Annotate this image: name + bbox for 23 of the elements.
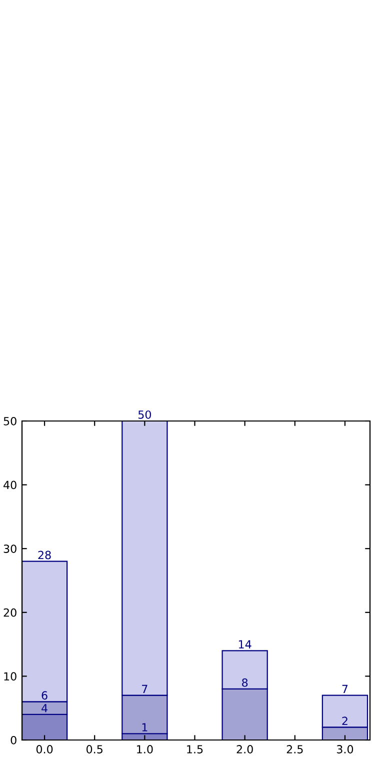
annotation: 50 (138, 410, 152, 419)
y-tick-label: 10 (4, 672, 16, 681)
x-tick-label: 3.0 (336, 745, 354, 754)
annotation: 6 (42, 691, 48, 700)
y-tick-label: 0 (10, 736, 16, 744)
y-tick-label: 30 (4, 544, 16, 553)
annotation: 2 (342, 716, 348, 725)
annotation: 28 (38, 550, 51, 560)
x-tick-label: 2.0 (236, 745, 253, 754)
y-tick-label: 20 (4, 608, 16, 617)
annotation: 8 (242, 678, 248, 687)
annotation: 4 (42, 704, 48, 712)
y-tick-label: 40 (4, 480, 16, 490)
x-tick-label: 1.5 (187, 745, 203, 754)
annotation: 1 (142, 723, 148, 732)
x-tick-label: 2.5 (286, 745, 303, 754)
annotation: 7 (342, 684, 348, 694)
annotation: 14 (238, 640, 252, 648)
x-tick-label: 1.0 (137, 745, 153, 754)
x-tick-label: 0.0 (36, 745, 53, 754)
y-tick-label: 50 (4, 416, 16, 426)
annotation: 7 (142, 684, 148, 694)
x-tick-label: 0.5 (86, 745, 102, 754)
